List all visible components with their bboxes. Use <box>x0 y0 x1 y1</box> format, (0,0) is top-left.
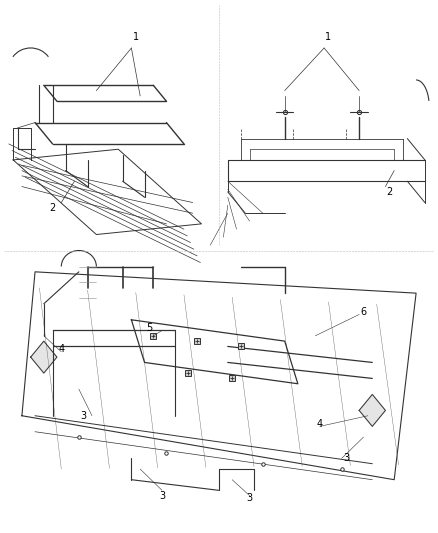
Text: 5: 5 <box>146 323 152 333</box>
Polygon shape <box>359 394 385 426</box>
Text: 3: 3 <box>343 454 349 463</box>
Text: 4: 4 <box>58 344 64 354</box>
Polygon shape <box>31 341 57 373</box>
Text: 3: 3 <box>80 411 86 421</box>
Text: 3: 3 <box>159 491 165 500</box>
Text: 1: 1 <box>325 33 332 42</box>
Text: 2: 2 <box>387 187 393 197</box>
Text: 3: 3 <box>247 494 253 503</box>
Text: 4: 4 <box>317 419 323 429</box>
Text: 2: 2 <box>49 203 56 213</box>
Text: 1: 1 <box>133 33 139 42</box>
Text: 6: 6 <box>360 307 367 317</box>
